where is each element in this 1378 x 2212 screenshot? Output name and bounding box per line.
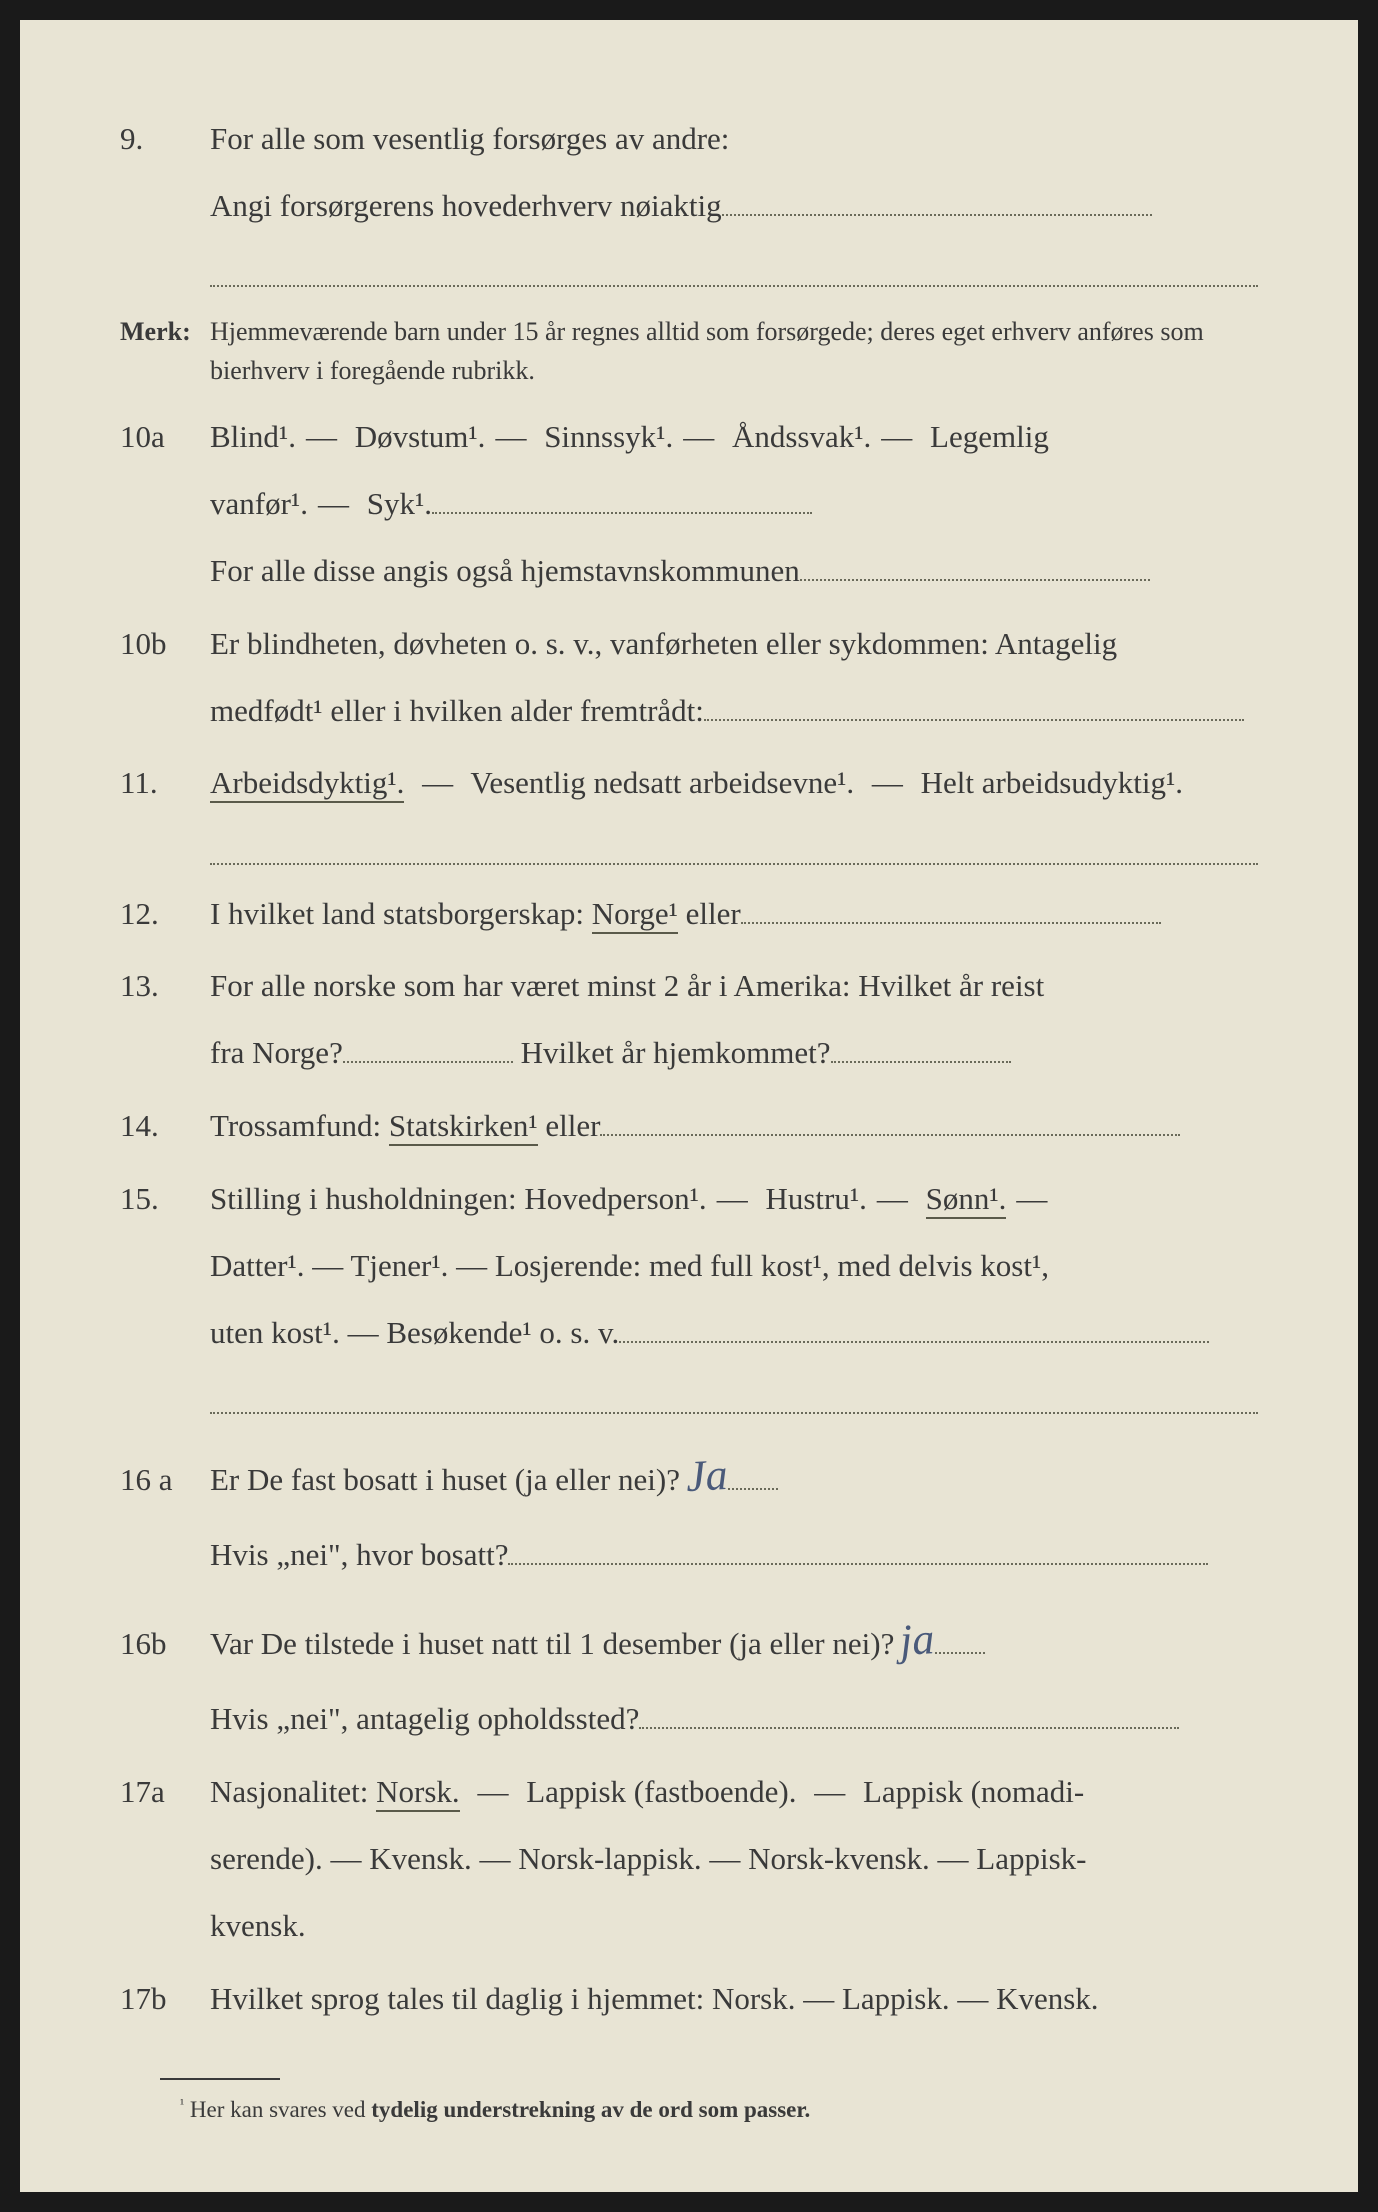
- question-16b: 16b Var De tilstede i huset natt til 1 d…: [120, 1598, 1258, 1748]
- q11-content: Arbeidsdyktig¹. — Vesentlig nedsatt arbe…: [210, 754, 1258, 813]
- fill-line[interactable]: [722, 214, 1152, 216]
- question-16a: 16 a Er De fast bosatt i huset (ja eller…: [120, 1434, 1258, 1584]
- q14-content: Trossamfund: Statskirken¹ eller: [210, 1097, 1258, 1156]
- question-11: 11. Arbeidsdyktig¹. — Vesentlig nedsatt …: [120, 754, 1258, 813]
- q11-number: 11.: [120, 754, 210, 813]
- question-10b: 10b Er blindheten, døvheten o. s. v., va…: [120, 615, 1258, 741]
- q9-line2: Angi forsørgerens hovederhverv nøiaktig: [210, 177, 1258, 236]
- q17a-line3: kvensk.: [210, 1897, 1258, 1956]
- question-9: 9. For alle som vesentlig forsørges av a…: [120, 110, 1258, 236]
- q17b-number: 17b: [120, 1970, 210, 2029]
- question-17b: 17b Hvilket sprog tales til daglig i hje…: [120, 1970, 1258, 2029]
- fill-line[interactable]: [935, 1652, 985, 1654]
- q9-number: 9.: [120, 110, 210, 169]
- q14-number: 14.: [120, 1097, 210, 1156]
- handwritten-answer: ja: [898, 1598, 937, 1683]
- fill-line[interactable]: [619, 1341, 1209, 1343]
- q16b-number: 16b: [120, 1615, 210, 1674]
- q12-content: I hvilket land statsborgerskap: Norge¹ e…: [210, 885, 1258, 944]
- q12-underlined: Norge¹: [592, 896, 678, 934]
- q15-line1: Stilling i husholdningen: Hovedperson¹.—…: [210, 1170, 1258, 1229]
- q10a-line1: Blind¹.— Døvstum¹.— Sinnssyk¹.— Åndssvak…: [210, 408, 1258, 467]
- q17a-line1: Nasjonalitet: Norsk. — Lappisk (fastboen…: [210, 1763, 1258, 1822]
- merk-label: Merk:: [120, 307, 210, 356]
- merk-note: Merk: Hjemmeværende barn under 15 år reg…: [120, 307, 1258, 390]
- question-13: 13. For alle norske som har været minst …: [120, 957, 1258, 1083]
- q13-line2: fra Norge? Hvilket år hjemkommet?: [210, 1024, 1258, 1083]
- q12-number: 12.: [120, 885, 210, 944]
- q17a-line2: serende). — Kvensk. — Norsk-lappisk. — N…: [210, 1830, 1258, 1889]
- separator-line: [210, 250, 1258, 287]
- separator-line: [210, 1377, 1258, 1414]
- q17b-content: Hvilket sprog tales til daglig i hjemmet…: [210, 1970, 1258, 2029]
- question-15: 15. Stilling i husholdningen: Hovedperso…: [120, 1170, 1258, 1363]
- q17a-number: 17a: [120, 1763, 210, 1822]
- question-12: 12. I hvilket land statsborgerskap: Norg…: [120, 885, 1258, 944]
- fill-line[interactable]: [639, 1727, 1179, 1729]
- fill-line[interactable]: [432, 512, 812, 514]
- q16a-number: 16 a: [120, 1451, 210, 1510]
- q10a-number: 10a: [120, 408, 210, 467]
- merk-text: Hjemmeværende barn under 15 år regnes al…: [210, 312, 1258, 390]
- q15-line2: Datter¹. — Tjener¹. — Losjerende: med fu…: [210, 1237, 1258, 1296]
- fill-line[interactable]: [704, 719, 1244, 721]
- q14-underlined: Statskirken¹: [389, 1108, 538, 1146]
- q16b-line1: Var De tilstede i huset natt til 1 desem…: [210, 1598, 1258, 1682]
- fill-line[interactable]: [741, 922, 1161, 924]
- q15-number: 15.: [120, 1170, 210, 1229]
- q16a-line1: Er De fast bosatt i huset (ja eller nei)…: [210, 1434, 1258, 1518]
- q10b-line2: medfødt¹ eller i hvilken alder fremtrådt…: [210, 682, 1258, 741]
- fill-line[interactable]: [508, 1563, 1208, 1565]
- q16b-line2: Hvis „nei", antagelig opholdssted?: [210, 1690, 1258, 1749]
- footnote: ¹ Her kan svares ved tydelig understrekn…: [180, 2088, 1258, 2132]
- fill-line[interactable]: [800, 579, 1150, 581]
- separator-line: [210, 827, 1258, 864]
- q15-underlined: Sønn¹.: [926, 1181, 1007, 1219]
- footnote-rule: [160, 2078, 280, 2080]
- q9-line1: For alle som vesentlig forsørges av andr…: [210, 110, 1258, 169]
- q16a-line2: Hvis „nei", hvor bosatt?: [210, 1526, 1258, 1585]
- q10a-line3: For alle disse angis også hjemstavnskomm…: [210, 542, 1258, 601]
- q10a-line2: vanfør¹.— Syk¹.: [210, 475, 1258, 534]
- fill-line[interactable]: [600, 1134, 1180, 1136]
- question-17a: 17a Nasjonalitet: Norsk. — Lappisk (fast…: [120, 1763, 1258, 1956]
- document-page: 9. For alle som vesentlig forsørges av a…: [20, 20, 1358, 2192]
- fill-line[interactable]: [831, 1061, 1011, 1063]
- question-10a: 10a Blind¹.— Døvstum¹.— Sinnssyk¹.— Ånds…: [120, 408, 1258, 601]
- q10b-number: 10b: [120, 615, 210, 674]
- q15-line3: uten kost¹. — Besøkende¹ o. s. v.: [210, 1304, 1258, 1363]
- q11-opt1-underlined: Arbeidsdyktig¹.: [210, 765, 404, 803]
- handwritten-answer: Ja: [684, 1433, 730, 1519]
- fill-line[interactable]: [728, 1488, 778, 1490]
- q17a-underlined: Norsk.: [376, 1774, 460, 1812]
- q10b-line1: Er blindheten, døvheten o. s. v., vanfør…: [210, 615, 1258, 674]
- question-14: 14. Trossamfund: Statskirken¹ eller: [120, 1097, 1258, 1156]
- q13-line1: For alle norske som har været minst 2 år…: [210, 957, 1258, 1016]
- q13-number: 13.: [120, 957, 210, 1016]
- fill-line[interactable]: [343, 1061, 513, 1063]
